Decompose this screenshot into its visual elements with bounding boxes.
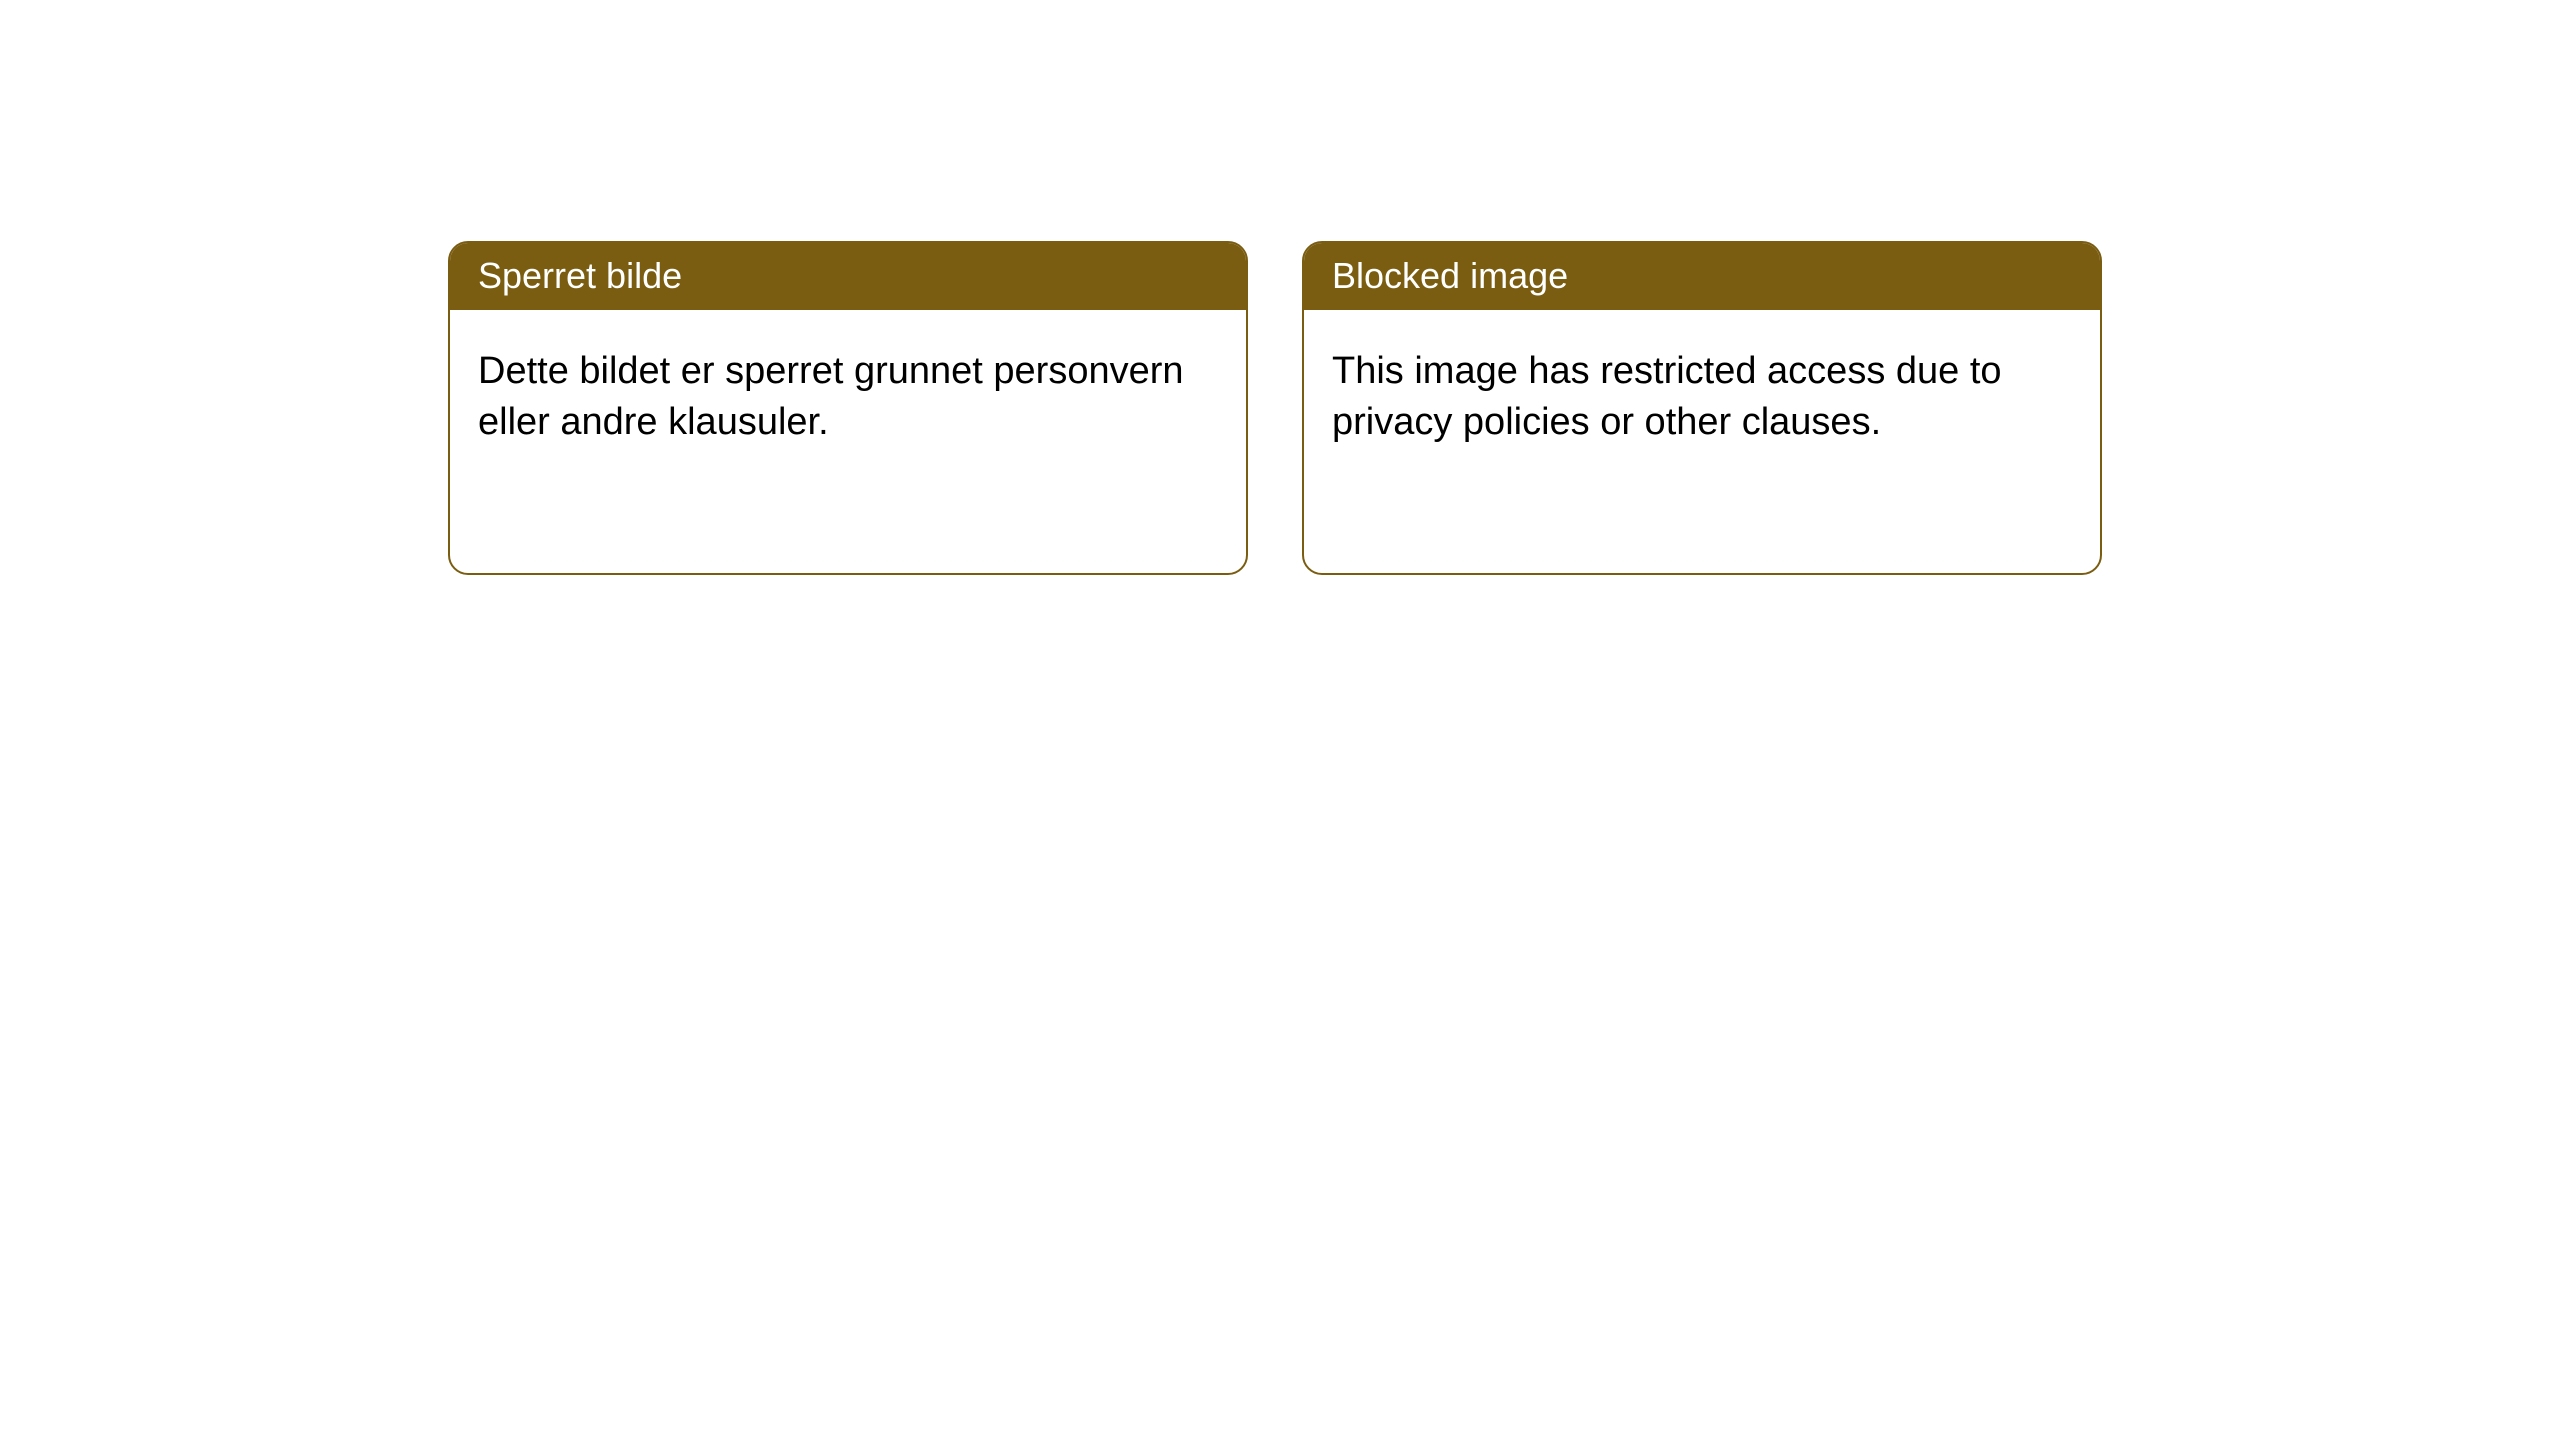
card-body-text: Dette bildet er sperret grunnet personve…	[478, 350, 1184, 443]
notice-cards-container: Sperret bilde Dette bildet er sperret gr…	[0, 0, 2560, 575]
card-title: Blocked image	[1332, 255, 1568, 296]
card-header: Blocked image	[1304, 243, 2100, 310]
notice-card-english: Blocked image This image has restricted …	[1302, 241, 2102, 575]
card-body: This image has restricted access due to …	[1304, 310, 2100, 485]
card-title: Sperret bilde	[478, 255, 682, 296]
notice-card-norwegian: Sperret bilde Dette bildet er sperret gr…	[448, 241, 1248, 575]
card-header: Sperret bilde	[450, 243, 1246, 310]
card-body: Dette bildet er sperret grunnet personve…	[450, 310, 1246, 485]
card-body-text: This image has restricted access due to …	[1332, 350, 2002, 443]
